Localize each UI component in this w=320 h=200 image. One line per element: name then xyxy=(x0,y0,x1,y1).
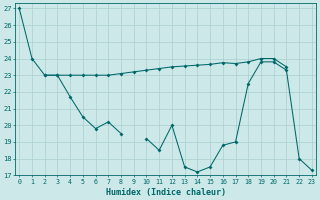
X-axis label: Humidex (Indice chaleur): Humidex (Indice chaleur) xyxy=(106,188,226,197)
